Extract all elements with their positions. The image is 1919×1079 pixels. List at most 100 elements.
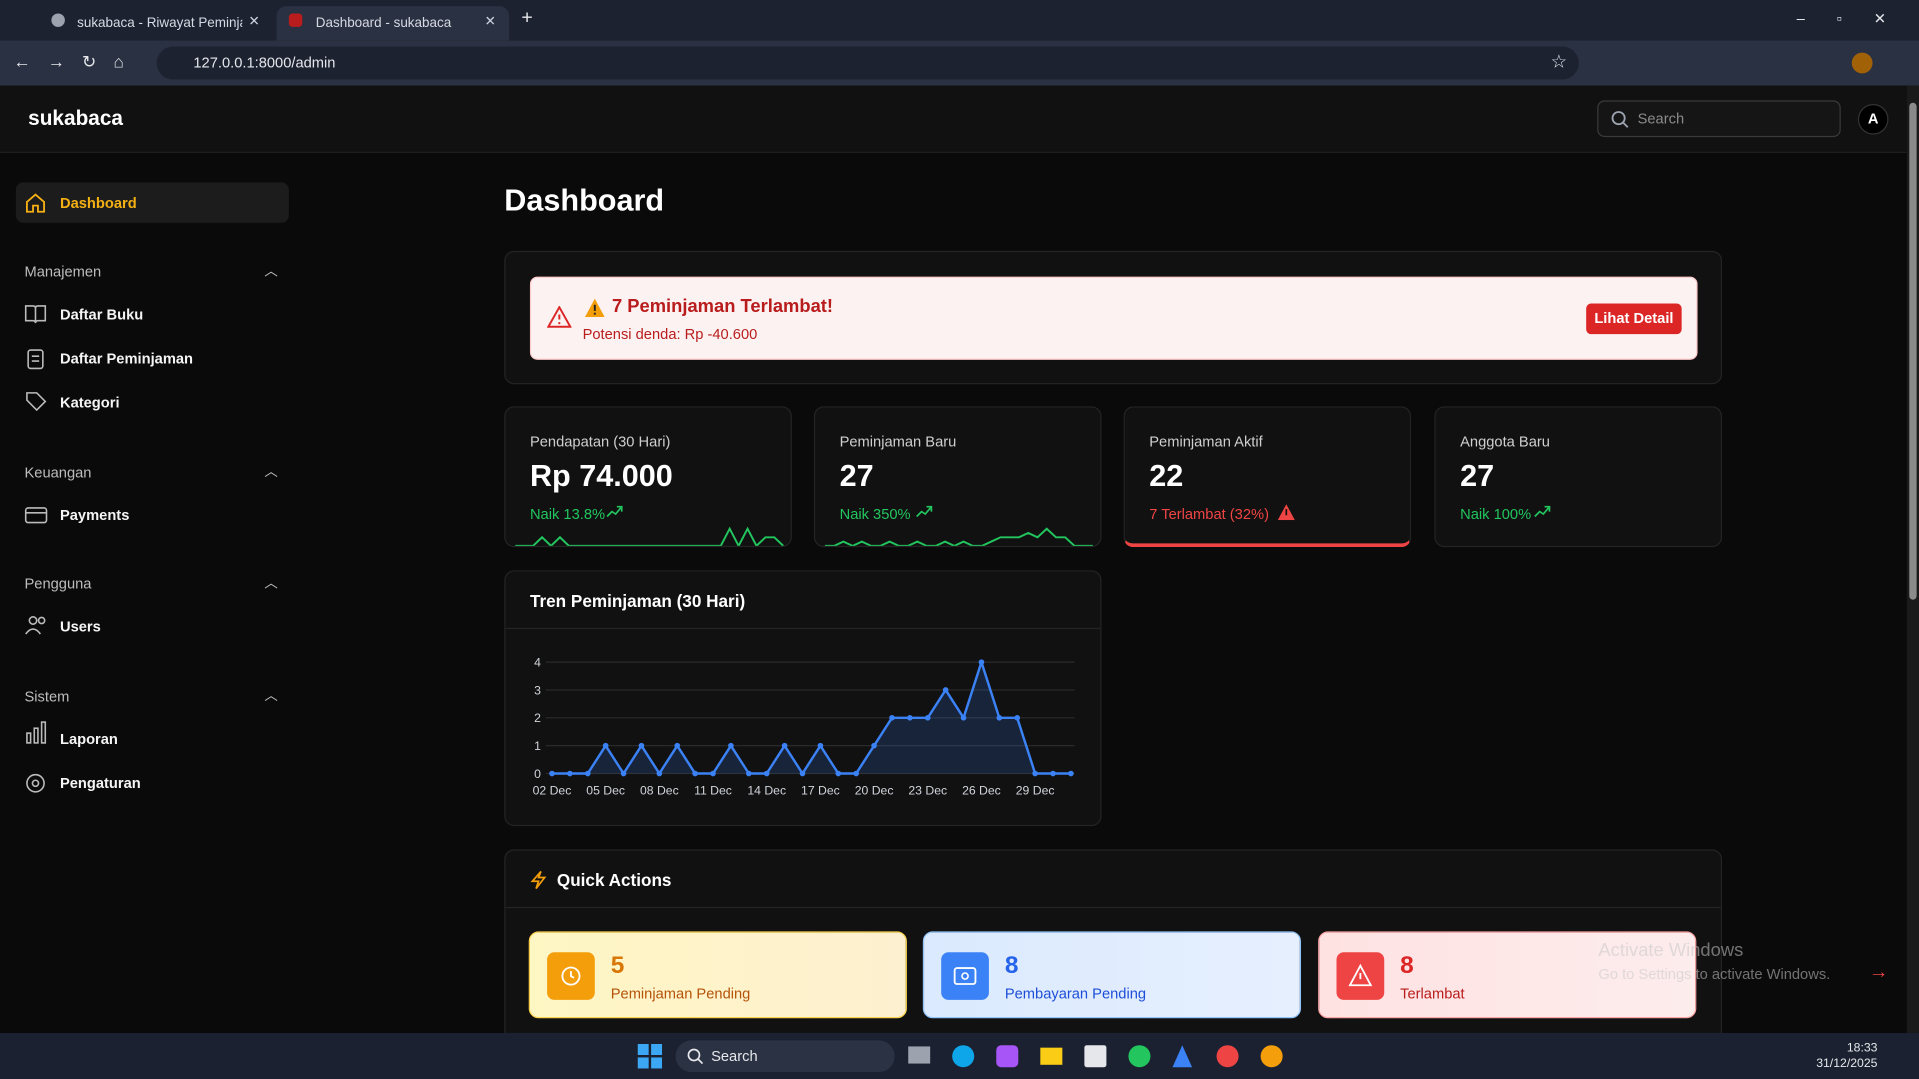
- search-placeholder: Search: [1637, 110, 1685, 128]
- new-tab[interactable]: +: [521, 7, 533, 29]
- tab[interactable]: sukabaca - Riwayat Peminjaman ✕: [38, 6, 274, 40]
- stat-change: Naik 350%: [839, 505, 911, 523]
- scroll-thumb[interactable]: [1909, 102, 1917, 600]
- app-header: [0, 85, 1907, 153]
- point: [1032, 770, 1038, 777]
- section-title[interactable]: Sistem: [24, 687, 70, 705]
- stat-value: 27: [839, 458, 874, 494]
- sparkline: [824, 527, 1093, 546]
- tab-title: sukabaca - Riwayat Peminjaman: [77, 15, 242, 31]
- section-title[interactable]: Pengguna: [24, 575, 92, 593]
- nav-label: Kategori: [59, 393, 120, 411]
- point: [835, 770, 842, 777]
- nav-label: Daftar Peminjaman: [59, 349, 194, 367]
- collapse-icon[interactable]: ︿: [264, 465, 278, 480]
- y-tick-label: 0: [534, 767, 541, 781]
- page-title: Dashboard: [504, 183, 665, 218]
- x-tick-label: 11 Dec: [694, 783, 732, 797]
- nav-item[interactable]: Users: [16, 606, 289, 646]
- nav-label: Payments: [59, 506, 130, 524]
- collapse-icon[interactable]: ︿: [264, 576, 278, 592]
- bookmark-star[interactable]: ☆: [1550, 51, 1568, 73]
- avatar[interactable]: A: [1857, 104, 1889, 135]
- divider: [505, 627, 1101, 630]
- tab-close[interactable]: ✕: [484, 14, 496, 30]
- point: [710, 770, 716, 777]
- alert-card: 7 Peminjaman Terlambat! Potensi denda: R…: [504, 250, 1723, 385]
- taskbar-search[interactable]: Search: [675, 1040, 895, 1073]
- point: [728, 742, 734, 749]
- stat-change: Naik 100%: [1460, 505, 1532, 523]
- stat-value: 27: [1460, 458, 1495, 494]
- stat-label: Peminjaman Aktif: [1149, 433, 1263, 451]
- tab-title: Dashboard - sukabaca: [315, 15, 452, 31]
- quick-action[interactable]: 5 Peminjaman Pending: [528, 931, 907, 1019]
- nav-item-active[interactable]: Dashboard: [15, 182, 289, 223]
- chart-card: Tren Peminjaman (30 Hari): [504, 570, 1102, 827]
- point: [584, 770, 591, 777]
- nav-item[interactable]: Laporan: [16, 718, 289, 758]
- y-tick-label: 1: [534, 739, 541, 753]
- clock-time[interactable]: 18:33: [1846, 1041, 1878, 1056]
- stat-change: 7 Terlambat (32%): [1149, 505, 1269, 523]
- qa-icon: [547, 952, 595, 1000]
- y-tick-label: 4: [534, 655, 541, 669]
- search-box[interactable]: Search: [1597, 100, 1841, 138]
- point: [1050, 770, 1056, 777]
- qa-icon: [941, 952, 989, 1000]
- area: [551, 662, 1071, 774]
- x-tick-label: 29 Dec: [1016, 783, 1055, 797]
- address-bar[interactable]: 127.0.0.1:8000/admin: [156, 46, 1579, 80]
- start-button[interactable]: [637, 1043, 663, 1069]
- search-icon: [1611, 111, 1629, 128]
- trend-icon: [916, 505, 933, 518]
- collapse-icon[interactable]: ︿: [264, 689, 278, 704]
- quick-action[interactable]: 8 Terlambat: [1318, 931, 1697, 1019]
- stat-card: Peminjaman Aktif 22 7 Terlambat (32%): [1123, 406, 1412, 548]
- sidebar-icons: [24, 305, 48, 793]
- watermark-text: Go to Settings to activate Windows.: [1598, 965, 1831, 983]
- stat-value: Rp 74.000: [529, 458, 673, 494]
- section-title[interactable]: Keuangan: [24, 463, 92, 481]
- scrollbar[interactable]: [1906, 85, 1919, 1033]
- qa-value: 8: [1400, 952, 1414, 980]
- nav-label: Laporan: [59, 730, 118, 748]
- taskbar-apps[interactable]: [908, 1043, 1287, 1070]
- chart-title: Tren Peminjaman (30 Hari): [529, 591, 746, 611]
- quick-action[interactable]: 8 Pembayaran Pending: [922, 931, 1302, 1019]
- section-title: Quick Actions: [556, 870, 672, 890]
- warning-emoji: [585, 298, 605, 317]
- nav-item[interactable]: Daftar Peminjaman: [16, 338, 289, 378]
- point: [620, 770, 627, 777]
- point: [817, 742, 824, 749]
- brand[interactable]: sukabaca: [28, 106, 124, 130]
- tab-active[interactable]: Dashboard - sukabaca ✕: [276, 6, 510, 41]
- section-title[interactable]: Manajemen: [24, 263, 102, 281]
- warning-icon: [1277, 504, 1295, 521]
- chart: 0 1 2 3 4 02 Dec 05 Dec 08 Dec 11 Dec 14 Dec 17 De…: [533, 655, 1075, 797]
- nav-item[interactable]: Daftar Buku: [16, 294, 289, 334]
- point: [942, 687, 949, 693]
- profile-icon[interactable]: [1851, 52, 1873, 74]
- nav-item[interactable]: Pengaturan: [16, 762, 289, 802]
- nav-item[interactable]: Kategori: [16, 382, 289, 422]
- alert-icon: [547, 305, 572, 328]
- nav-buttons[interactable]: ←→↻⌂: [13, 51, 141, 71]
- x-tick-label: 17 Dec: [801, 783, 840, 797]
- alert-button[interactable]: Lihat Detail: [1586, 303, 1682, 335]
- qa-icon: [1336, 952, 1385, 1000]
- point: [960, 715, 967, 721]
- arrow[interactable]: →: [1868, 961, 1889, 983]
- collapse-icon[interactable]: ︿: [264, 264, 278, 280]
- qa-value: 5: [610, 952, 625, 980]
- stat-card: Anggota Baru 27 Naik 100%: [1434, 406, 1723, 548]
- x-tick-label: 26 Dec: [962, 783, 1001, 797]
- window-controls[interactable]: –▫✕: [1796, 9, 1918, 27]
- point: [853, 770, 859, 777]
- tab-icon: [288, 13, 303, 27]
- clock-date[interactable]: 31/12/2025: [1816, 1057, 1878, 1071]
- line: [551, 660, 1071, 775]
- tab-close[interactable]: ✕: [248, 14, 260, 30]
- nav-item[interactable]: Payments: [16, 494, 289, 534]
